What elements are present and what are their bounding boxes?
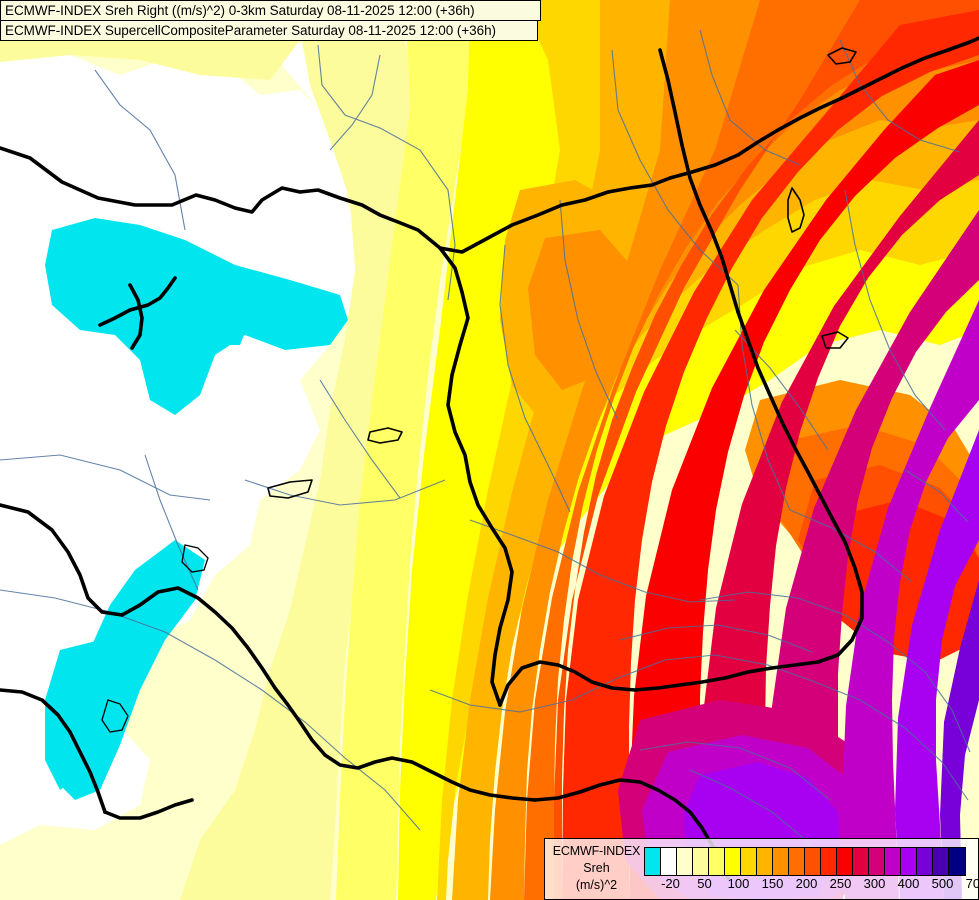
- tick-label-1: 50: [697, 876, 712, 891]
- color-swatch-13: [853, 848, 869, 875]
- map-title-line-2: ECMWF-INDEX SupercellCompositeParameter …: [0, 20, 538, 41]
- contour-band-violet-east: [895, 430, 979, 900]
- legend-source-label: ECMWF-INDEX: [552, 844, 641, 858]
- contour-band-red-1: [562, 10, 979, 900]
- color-swatch-16: [901, 848, 917, 875]
- tick-label-9: 700: [965, 876, 979, 891]
- color-scale-bar: [644, 847, 966, 876]
- colorbar-legend: ECMWF-INDEX Sreh (m/s)^2 -20 50 100 150 200 2…: [544, 838, 979, 900]
- color-swatch-14: [869, 848, 885, 875]
- legend-parameter-label: Sreh: [583, 861, 610, 875]
- tick-label-3: 150: [761, 876, 784, 891]
- color-swatch-3: [693, 848, 709, 875]
- contour-band-lightyellow-1: [336, 0, 470, 900]
- tick-label-8: 500: [931, 876, 954, 891]
- color-scale-ticks: -20 50 100 150 200 250 300 400 500 700: [644, 876, 979, 896]
- contour-band-indigo-east: [940, 580, 979, 900]
- contour-band-cyan-south2: [45, 640, 120, 790]
- contour-band-orange-lobe2: [528, 230, 635, 390]
- color-swatch-17: [917, 848, 933, 875]
- contour-band-white-w3: [0, 430, 150, 600]
- legend-units-label: (m/s)^2: [575, 878, 618, 892]
- color-swatch-9: [789, 848, 805, 875]
- contour-band-paleyellow-1: [180, 30, 430, 900]
- tick-label-4: 200: [795, 876, 818, 891]
- color-swatch-7: [757, 848, 773, 875]
- color-swatch-6: [741, 848, 757, 875]
- tick-label-0: -20: [661, 876, 680, 891]
- color-swatch-5: [725, 848, 741, 875]
- tick-label-7: 400: [897, 876, 920, 891]
- tick-label-6: 300: [863, 876, 886, 891]
- tick-label-2: 100: [727, 876, 750, 891]
- map-title-line-1: ECMWF-INDEX Sreh Right ((m/s)^2) 0-3km S…: [0, 0, 541, 21]
- color-swatch-0: [645, 848, 661, 875]
- color-swatch-19: [949, 848, 965, 875]
- color-swatch-11: [821, 848, 837, 875]
- color-swatch-15: [885, 848, 901, 875]
- color-swatch-10: [805, 848, 821, 875]
- tick-label-5: 250: [829, 876, 852, 891]
- minor-outline-marks: [101, 544, 209, 733]
- color-swatch-4: [709, 848, 725, 875]
- contour-band-cyan-north-tail: [160, 285, 250, 345]
- legend-caption: ECMWF-INDEX Sreh (m/s)^2: [549, 843, 644, 894]
- color-swatch-8: [773, 848, 789, 875]
- color-swatch-1: [661, 848, 677, 875]
- color-swatch-18: [933, 848, 949, 875]
- contour-band-magenta-east: [842, 300, 979, 900]
- color-swatch-2: [677, 848, 693, 875]
- color-swatch-12: [837, 848, 853, 875]
